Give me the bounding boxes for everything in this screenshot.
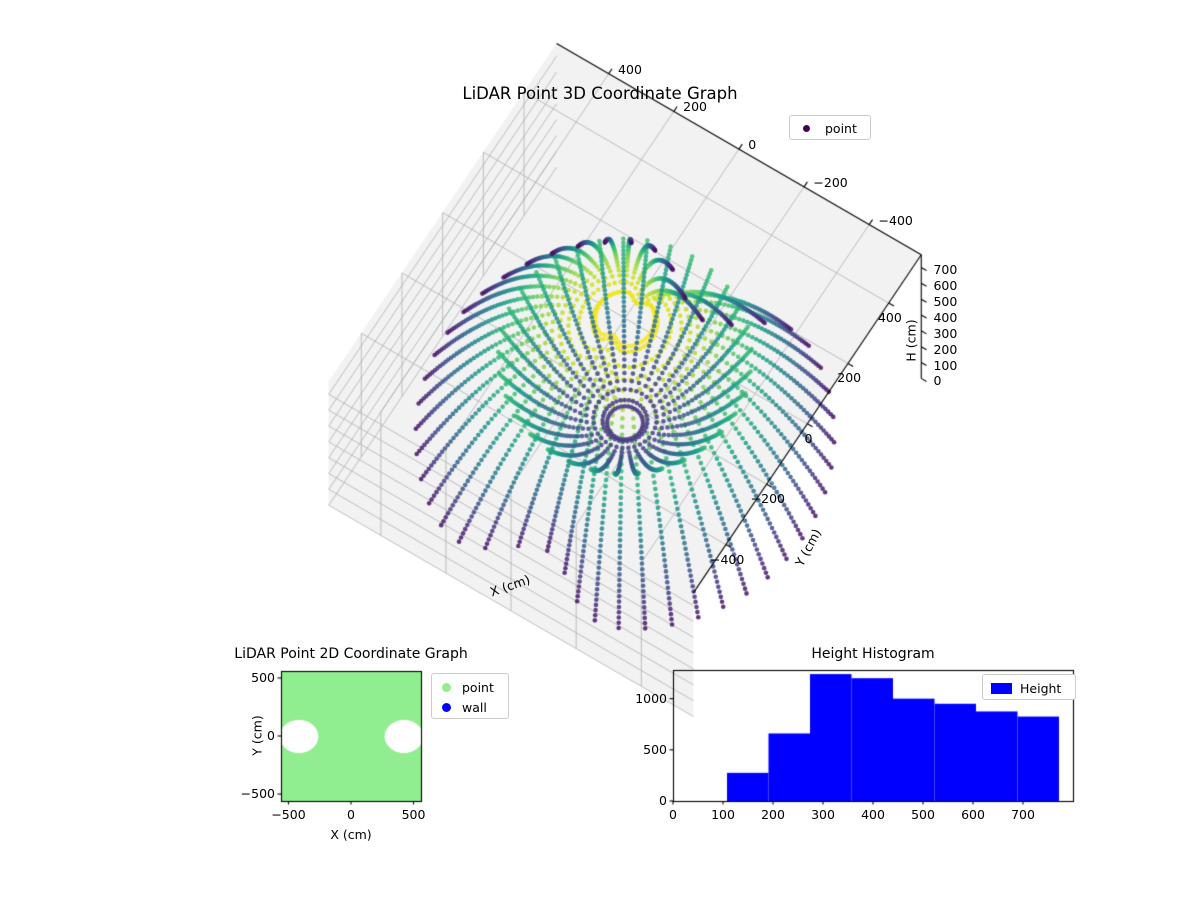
- x-tick-label-hist: 100: [711, 807, 735, 822]
- x-tick-label-2d: 500: [401, 807, 426, 822]
- legend-label-point: point: [825, 121, 857, 136]
- x-axis-label-3d: X (cm): [488, 571, 532, 600]
- x-tick-label-hist: 400: [861, 807, 885, 822]
- x-tick-label-hist: 0: [669, 807, 677, 822]
- y-tick-label-2d: 500: [251, 669, 275, 685]
- point-marker-icon: [442, 682, 451, 692]
- x-tick-label-hist: 200: [761, 807, 785, 822]
- point-marker-icon: [803, 125, 810, 132]
- z-tick-label-3d: 300: [933, 325, 958, 341]
- y-tick-label-hist: 1000: [635, 690, 667, 706]
- plot3d-legend: point: [789, 115, 871, 140]
- legend-entry-height: Height: [983, 675, 1077, 701]
- z-axis-label-3d: H (cm): [903, 319, 919, 362]
- plot2d-title: LiDAR Point 2D Coordinate Graph: [234, 646, 468, 662]
- z-tick-label-3d: 0: [933, 373, 942, 389]
- y-tick-label-2d: −500: [240, 786, 275, 802]
- z-tick-label-3d: 400: [933, 310, 958, 325]
- plot3d-title: LiDAR Point 3D Coordinate Graph: [462, 84, 738, 103]
- x-tick-label-2d: −500: [271, 807, 306, 822]
- x-tick-label-2d: 0: [347, 807, 355, 822]
- x-tick-label-3d: −400: [709, 551, 745, 567]
- x-axis-label-2d: X (cm): [330, 827, 372, 842]
- wall-marker-icon: [442, 702, 451, 712]
- y-tick-label-hist: 500: [643, 741, 667, 757]
- z-tick-label-3d: 200: [933, 341, 958, 357]
- x-tick-label-hist: 300: [811, 807, 835, 822]
- histogram-title: Height Histogram: [811, 646, 935, 662]
- y-tick-label-3d: 0: [748, 137, 757, 153]
- legend-entry-point: point: [432, 677, 508, 697]
- y-axis-label-3d: Y (cm): [791, 526, 825, 569]
- x-tick-label-hist: 500: [911, 807, 935, 822]
- z-tick-label-3d: 500: [933, 294, 958, 310]
- legend-label-wall: wall: [462, 699, 487, 715]
- x-tick-label-3d: 200: [837, 370, 862, 386]
- y-tick-label-3d: 200: [683, 99, 708, 115]
- z-tick-label-3d: 700: [933, 262, 958, 278]
- x-tick-label-hist: 700: [1011, 807, 1035, 822]
- legend-label-height: Height: [1020, 680, 1062, 696]
- legend-entry-wall: wall: [432, 697, 508, 717]
- y-axis-label-2d: Y (cm): [249, 715, 265, 756]
- histogram-legend: Height: [982, 674, 1076, 700]
- z-tick-label-3d: 100: [933, 357, 958, 373]
- legend-entry-point: point: [790, 116, 872, 141]
- x-tick-label-hist: 600: [961, 807, 985, 822]
- x-tick-label-3d: −200: [750, 491, 785, 507]
- plot2d-legend: point wall: [431, 673, 509, 719]
- z-tick-label-3d: 600: [933, 278, 958, 294]
- x-tick-label-3d: 0: [804, 430, 813, 446]
- y-tick-label-2d: 0: [267, 728, 275, 743]
- legend-label-point: point: [462, 679, 494, 695]
- x-tick-label-3d: 400: [877, 310, 902, 326]
- y-tick-label-3d: 400: [618, 61, 642, 77]
- y-tick-label-3d: −200: [813, 174, 848, 190]
- y-tick-label-3d: −400: [878, 212, 913, 228]
- y-tick-label-hist: 0: [659, 793, 667, 808]
- height-swatch-icon: [991, 682, 1012, 694]
